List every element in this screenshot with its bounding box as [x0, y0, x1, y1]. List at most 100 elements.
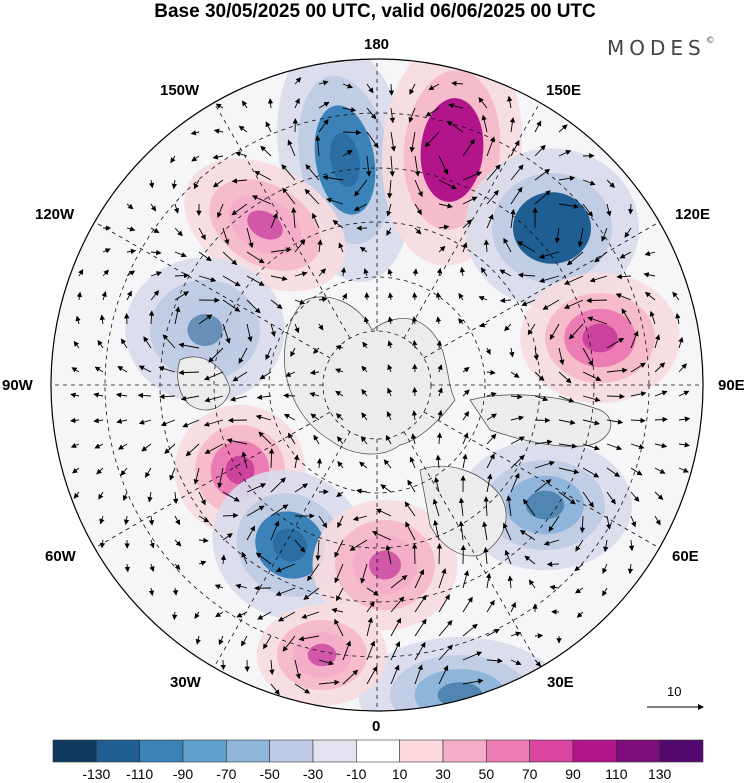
wind-arrow — [627, 563, 634, 575]
meridian-line — [423, 411, 663, 551]
wind-arrow — [385, 434, 392, 445]
wind-arrow — [222, 533, 233, 541]
lon-label-30e: 30E — [547, 674, 574, 691]
wind-arrow — [678, 390, 690, 397]
wind-arrow — [198, 491, 206, 506]
wind-arrow — [322, 174, 344, 181]
wind-arrow — [71, 367, 80, 373]
wind-arrow — [255, 414, 272, 421]
wind-arrow — [432, 498, 440, 517]
wind-arrow — [336, 491, 344, 498]
wind-arrow — [534, 633, 544, 639]
wind-arrow — [73, 491, 80, 499]
wind-arrow — [246, 323, 253, 343]
wind-arrow — [486, 433, 497, 445]
wind-arrow — [436, 543, 443, 565]
wind-arrow — [414, 203, 422, 216]
wind-arrow — [654, 442, 668, 449]
wind-arrow — [388, 83, 395, 96]
wind-arrow — [504, 323, 512, 332]
wind-arrow — [150, 203, 157, 212]
wind-arrow — [356, 488, 368, 494]
wind-arrow — [147, 491, 153, 503]
wind-arrow — [486, 599, 495, 613]
wind-arrow — [582, 419, 600, 426]
wind-arrow — [387, 340, 393, 349]
wind-arrow — [602, 587, 608, 597]
wind-arrow — [314, 135, 321, 157]
wind-arrow — [318, 296, 328, 303]
wind-arrow — [216, 203, 224, 219]
wind-arrow — [294, 271, 308, 277]
wind-arrow — [630, 491, 640, 502]
wind-arrow — [334, 618, 344, 637]
wind-arrow — [270, 683, 280, 696]
wind-arrow — [70, 392, 80, 398]
wind-arrow — [291, 207, 297, 229]
wind-arrow — [389, 107, 396, 124]
wind-arrow — [566, 251, 584, 266]
wind-arrow — [241, 100, 248, 109]
wind-arrow — [342, 150, 353, 157]
wind-arrow — [342, 106, 357, 113]
wind-arrow — [438, 594, 450, 613]
wind-arrow — [75, 315, 81, 325]
wind-arrow — [643, 272, 656, 278]
wind-arrow — [438, 155, 449, 175]
wind-arrow — [412, 268, 419, 277]
wind-arrow — [335, 368, 344, 374]
wind-arrow — [606, 367, 628, 374]
wind-arrow — [438, 665, 449, 685]
wind-arrow — [362, 341, 368, 349]
wind-arrow — [437, 364, 443, 373]
wind-arrow — [193, 467, 200, 485]
wind-arrow — [222, 491, 240, 502]
wind-arrow — [298, 635, 320, 642]
wind-arrow — [193, 179, 200, 190]
wind-arrow — [375, 508, 392, 517]
wind-arrow — [102, 248, 111, 254]
anomaly-contour — [225, 455, 255, 485]
wind-arrow — [517, 272, 536, 278]
wind-arrow — [462, 389, 470, 397]
wind-arrow — [213, 128, 224, 134]
wind-arrow — [549, 584, 560, 591]
meridian-line — [403, 99, 543, 339]
wind-arrow — [149, 539, 155, 549]
wind-arrow — [481, 114, 488, 133]
wind-arrow — [349, 539, 368, 551]
wind-arrow — [126, 290, 132, 301]
wind-arrow — [337, 460, 344, 469]
wind-arrow — [558, 443, 578, 449]
wind-arrow — [217, 467, 224, 489]
wind-arrow — [303, 587, 320, 600]
wind-arrow — [174, 563, 181, 571]
wind-arrow — [510, 659, 522, 665]
wind-arrow — [246, 505, 265, 517]
wind-arrow — [174, 539, 182, 547]
lon-label-120e: 120E — [675, 206, 711, 223]
wind-arrow — [318, 101, 330, 109]
wind-arrow — [198, 227, 206, 241]
wind-arrow — [506, 495, 512, 517]
wind-arrow — [534, 190, 551, 205]
wind-arrow — [150, 227, 160, 234]
wind-arrow — [149, 563, 155, 572]
wind-arrow — [335, 390, 344, 397]
wind-arrow — [458, 318, 464, 325]
wind-arrow — [503, 522, 512, 541]
wind-arrow — [365, 155, 372, 177]
wind-arrow — [411, 433, 417, 445]
wind-arrow — [366, 107, 377, 120]
wind-arrow — [285, 371, 296, 377]
wind-arrow — [258, 431, 272, 445]
wind-arrow — [171, 179, 178, 190]
brand-mark: © — [705, 36, 715, 46]
wind-arrow — [318, 323, 324, 331]
wind-arrow — [366, 665, 378, 685]
colorbar-tick-label: 70 — [521, 766, 538, 782]
colorbar-swatch — [659, 739, 704, 763]
wind-arrow — [428, 83, 440, 91]
wind-arrow — [70, 442, 80, 448]
wind-arrow — [510, 164, 524, 181]
